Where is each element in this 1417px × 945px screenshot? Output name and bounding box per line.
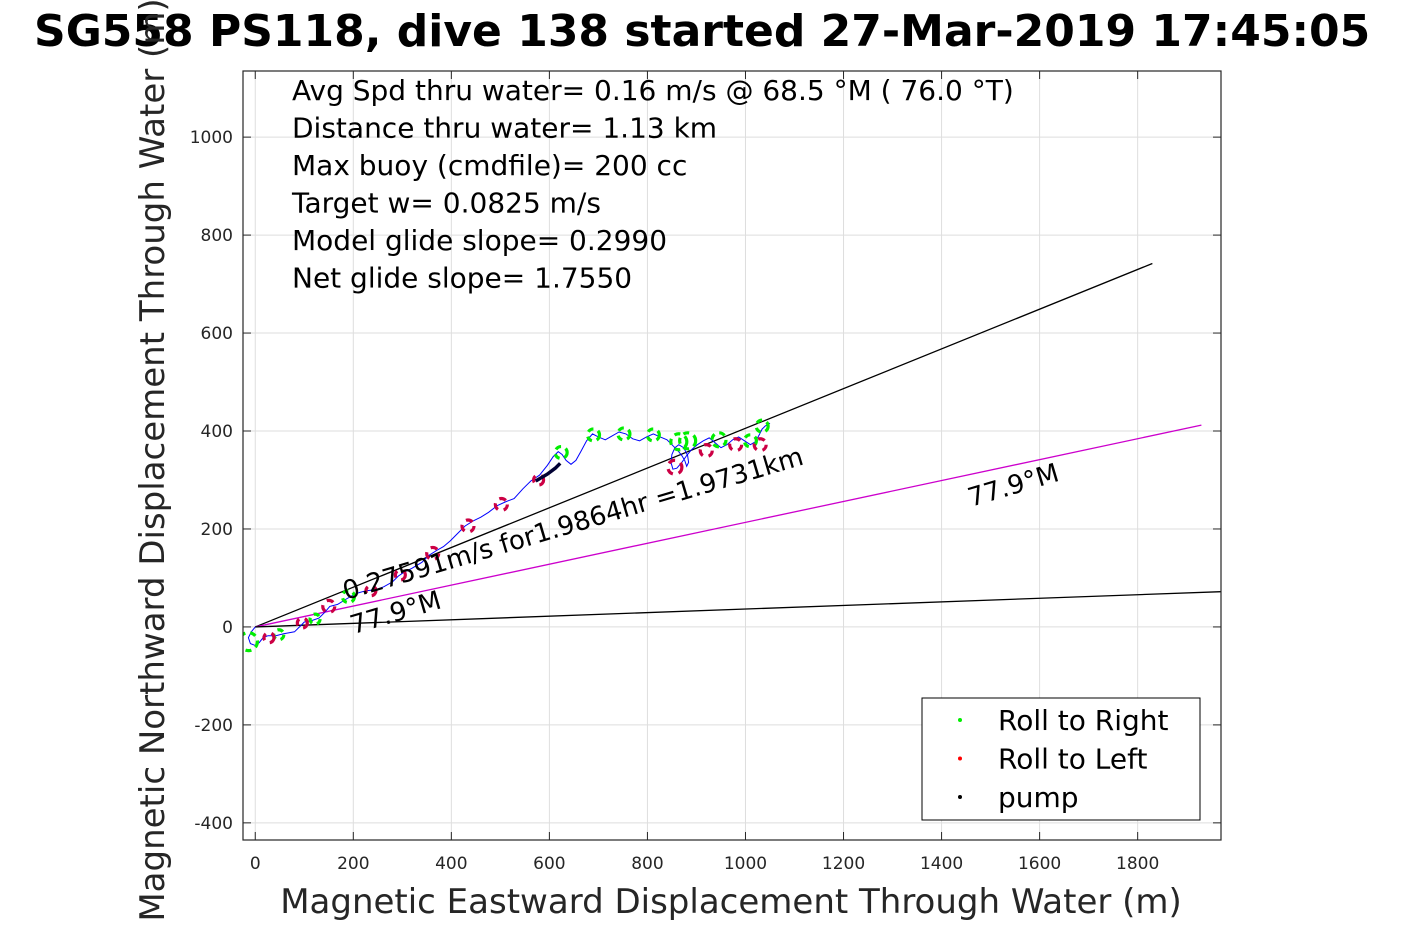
roll-left-point [460, 518, 476, 534]
roll-left-point [666, 458, 684, 476]
roll-right-point [243, 631, 259, 653]
plot-series [243, 262, 1221, 653]
roll-right-point [645, 427, 661, 443]
y-tick-label: 200 [201, 520, 233, 540]
x-tick-label: 600 [533, 854, 565, 874]
current-line [255, 424, 1202, 628]
roll-left-point [752, 437, 768, 453]
legend: Roll to Right Roll to Left pump [921, 697, 1201, 821]
legend-marker [958, 756, 962, 761]
roll-right-point [340, 588, 356, 605]
roll-left-point [262, 631, 276, 645]
roll-left-point [364, 584, 378, 598]
roll-right-point [710, 431, 728, 449]
roll-left-point [425, 545, 441, 562]
heading-line [255, 591, 1221, 628]
roll-left-point [532, 473, 546, 487]
roll-left-point [493, 496, 509, 513]
legend-marker [958, 795, 962, 799]
legend-marker [958, 718, 962, 722]
grid-lines [243, 71, 1221, 840]
roll-right-point [616, 426, 632, 442]
y-tick-label: 600 [201, 324, 233, 344]
line-annotation: 77.9°M [964, 458, 1062, 513]
x-tick-label: 1400 [920, 854, 963, 874]
pump-segment [534, 462, 562, 483]
roll-left-point [295, 616, 309, 630]
y-tick-label: -200 [194, 716, 233, 736]
plot-area [243, 262, 1221, 653]
y-tick-label: 800 [201, 226, 233, 246]
roll-right-point [678, 431, 698, 451]
legend-label: pump [998, 781, 1079, 814]
roll-right-point [308, 612, 322, 626]
roll-left-point [728, 437, 744, 453]
glider-track [247, 422, 771, 647]
info-line: Avg Spd thru water= 0.16 m/s @ 68.5 °M (… [292, 74, 1014, 107]
plot-frame [242, 70, 1222, 841]
legend-box [921, 697, 1201, 821]
roll-left-point [698, 443, 714, 459]
info-line: Target w= 0.0825 m/s [291, 187, 601, 220]
info-block: Avg Spd thru water= 0.16 m/s @ 68.5 °M (… [291, 74, 1014, 295]
x-tick-label: 1600 [1018, 854, 1061, 874]
x-tick-label: 1800 [1116, 854, 1159, 874]
roll-right-point [553, 444, 569, 461]
info-line: Distance thru water= 1.13 km [292, 112, 717, 145]
info-line: Net glide slope= 1.7550 [292, 262, 632, 295]
x-axis-label: Magnetic Eastward Displacement Through W… [280, 882, 1182, 922]
roll-right-point [742, 433, 758, 449]
x-tick-label: 400 [435, 854, 467, 874]
roll-right-point [585, 427, 602, 443]
axis-ticks: 0 200 400 600 800 1000 1200 1400 1600 1800 -400 -20… [190, 71, 1221, 874]
y-tick-label: 1000 [190, 128, 233, 148]
x-tick-label: 1200 [822, 854, 865, 874]
legend-label: Roll to Right [998, 704, 1169, 737]
legend-label: Roll to Left [998, 743, 1147, 776]
info-line: Max buoy (cmdfile)= 200 cc [292, 149, 687, 182]
x-tick-label: 0 [250, 854, 261, 874]
chart-title: SG558 PS118, dive 138 started 27-Mar-201… [34, 6, 1370, 57]
y-tick-label: 400 [201, 422, 233, 442]
x-tick-label: 1000 [724, 854, 767, 874]
roll-left-point [321, 598, 337, 614]
x-tick-label: 200 [337, 854, 369, 874]
info-line: Model glide slope= 0.2990 [292, 224, 667, 257]
x-tick-label: 800 [631, 854, 663, 874]
avg-course-line [255, 262, 1153, 628]
roll-right-point [754, 418, 770, 434]
roll-left-point [393, 568, 407, 582]
y-tick-label: 0 [222, 618, 233, 638]
roll-right-point [669, 432, 689, 452]
y-axis-label: Magnetic Northward Displacement Through … [133, 0, 173, 922]
y-tick-label: -400 [194, 814, 233, 834]
